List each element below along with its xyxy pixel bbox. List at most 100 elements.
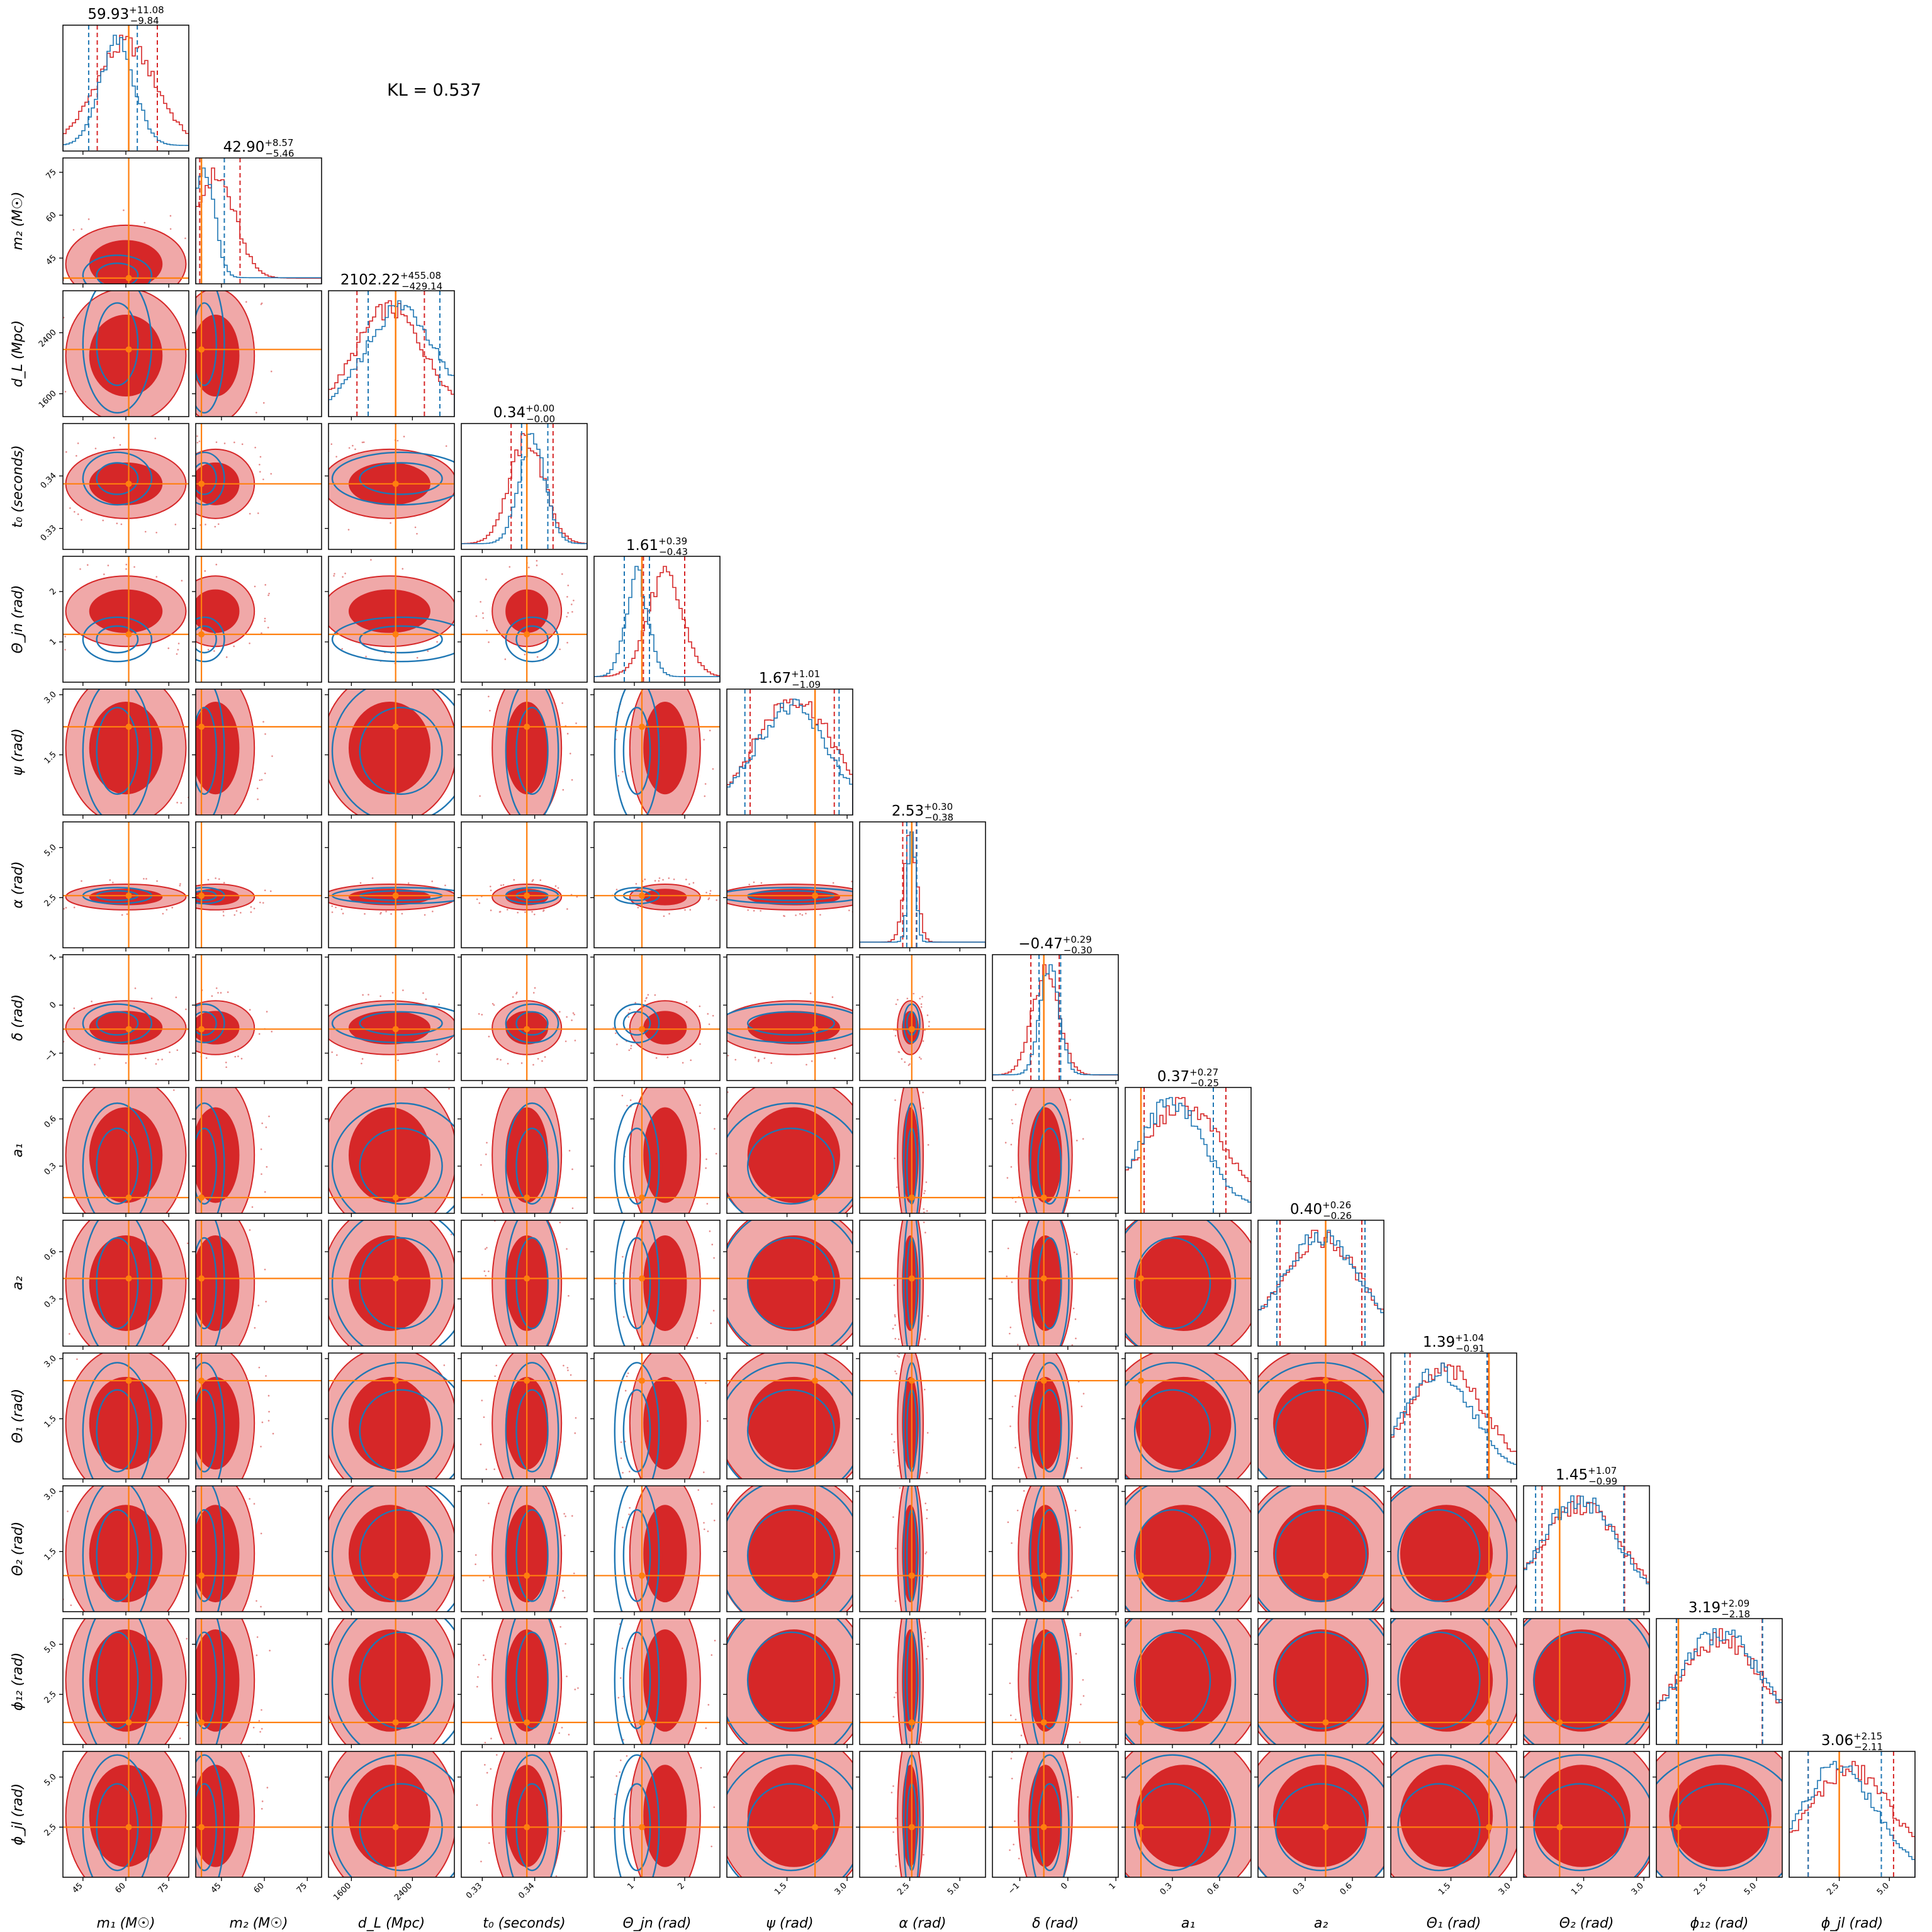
sample-point — [763, 1913, 765, 1915]
sample-point — [662, 879, 664, 881]
truth-marker — [125, 892, 132, 899]
contour-series-a-0 — [196, 689, 225, 815]
sample-point — [1476, 1469, 1478, 1471]
sample-point — [1371, 1886, 1373, 1888]
sample-point — [1011, 1122, 1014, 1125]
sample-point — [928, 1021, 930, 1023]
sample-point — [514, 836, 515, 838]
sample-point — [467, 818, 469, 820]
sample-point — [921, 1880, 923, 1882]
sample-point — [568, 1295, 570, 1297]
x-axis-label-dL: d_L (Mpc) — [358, 1916, 425, 1931]
contour-series-a-0 — [196, 616, 225, 663]
sample-point — [1233, 1488, 1235, 1490]
sample-point — [712, 768, 714, 770]
sample-point — [489, 1576, 491, 1578]
sample-point — [748, 884, 750, 885]
sample-point — [467, 685, 469, 687]
x-tick-label-alpha: 2.5 — [896, 1881, 911, 1897]
panel-a2-vs-m1 — [63, 1220, 189, 1346]
sample-point — [1119, 1184, 1121, 1186]
contour-series-a-0 — [902, 1486, 921, 1612]
sample-point — [251, 1215, 253, 1216]
sample-point — [710, 1322, 712, 1325]
sample-point — [107, 564, 110, 566]
marginal-title-phi12: 3.19+2.09 −2.18 — [1688, 1598, 1750, 1620]
sample-point — [459, 509, 461, 511]
hist-series-a-theta2 — [1524, 1495, 1649, 1612]
sample-point — [873, 1757, 875, 1759]
sample-point — [533, 913, 536, 916]
sample-point — [1103, 1228, 1105, 1230]
contour-series-b-1 — [348, 702, 430, 795]
sample-point — [270, 370, 272, 373]
sample-point — [524, 911, 526, 913]
sample-point — [1014, 1103, 1017, 1106]
sample-point — [166, 909, 168, 911]
sample-point — [169, 215, 172, 217]
sample-point — [571, 1168, 573, 1171]
sample-point — [317, 498, 318, 500]
sample-point — [81, 1910, 82, 1912]
panel-frame — [195, 688, 322, 816]
sample-point — [482, 612, 484, 614]
panel-delta-vs-t0 — [461, 955, 587, 1081]
sample-point — [368, 994, 369, 996]
panel-theta1-vs-dL — [329, 1353, 454, 1479]
truth-marker — [125, 346, 132, 353]
sample-point — [57, 1742, 59, 1744]
sample-point — [882, 1554, 884, 1556]
contour-series-a-0 — [505, 1102, 559, 1213]
sample-point — [53, 885, 55, 887]
sample-point — [1076, 1253, 1078, 1255]
truth-marker — [639, 723, 645, 730]
panel-phi12-vs-psi — [727, 1619, 853, 1744]
x-axis-label-phi12: ϕ₁₂ (rad) — [1690, 1916, 1749, 1931]
sample-point — [1009, 1849, 1011, 1851]
sample-point — [225, 656, 228, 658]
panel-frame — [859, 821, 986, 948]
sample-point — [44, 1025, 46, 1026]
sample-point — [488, 1842, 490, 1844]
sample-point — [1079, 1702, 1081, 1704]
sample-point — [681, 824, 683, 826]
sample-point — [712, 1855, 714, 1857]
hist-series-b-m1 — [63, 35, 189, 151]
sample-point — [1112, 1490, 1114, 1491]
sample-point — [1004, 1142, 1007, 1143]
sample-point — [482, 617, 485, 619]
sample-point — [233, 645, 235, 648]
sample-point — [894, 1324, 896, 1327]
sample-point — [1093, 1459, 1095, 1461]
contour-series-b-1 — [1400, 1505, 1493, 1603]
sample-point — [566, 1675, 568, 1678]
panel-theta1-vs-a2 — [1233, 1353, 1384, 1490]
sample-point — [490, 1738, 492, 1739]
sample-point — [379, 995, 381, 997]
truth-marker — [524, 1824, 531, 1831]
hist-series-b-theta_jn — [594, 566, 720, 682]
y-axis-label-t0: t₀ (seconds) — [10, 445, 26, 528]
sample-point — [434, 1915, 436, 1917]
sample-point — [1126, 1489, 1128, 1491]
sample-point — [48, 1385, 50, 1387]
sample-point — [293, 1271, 295, 1272]
sample-point — [890, 1792, 893, 1794]
sample-point — [709, 892, 711, 895]
panel-theta1-vs-delta — [992, 1353, 1118, 1479]
sample-point — [402, 568, 404, 570]
sample-point — [615, 889, 618, 890]
sample-point — [85, 1928, 87, 1929]
sample-point — [630, 1045, 632, 1047]
sample-point — [196, 442, 199, 444]
sample-point — [524, 653, 526, 656]
panel-theta_jn-vs-t0 — [461, 556, 587, 682]
sample-point — [53, 491, 55, 493]
sample-point — [867, 1115, 869, 1116]
sample-point — [330, 443, 333, 446]
y-tick-label-m2: 45 — [45, 253, 59, 267]
panel-frame — [992, 1087, 1119, 1214]
contour-series-a-0 — [82, 1220, 153, 1346]
sample-point — [716, 999, 717, 1001]
title-minus: −0.26 — [1323, 1210, 1352, 1222]
